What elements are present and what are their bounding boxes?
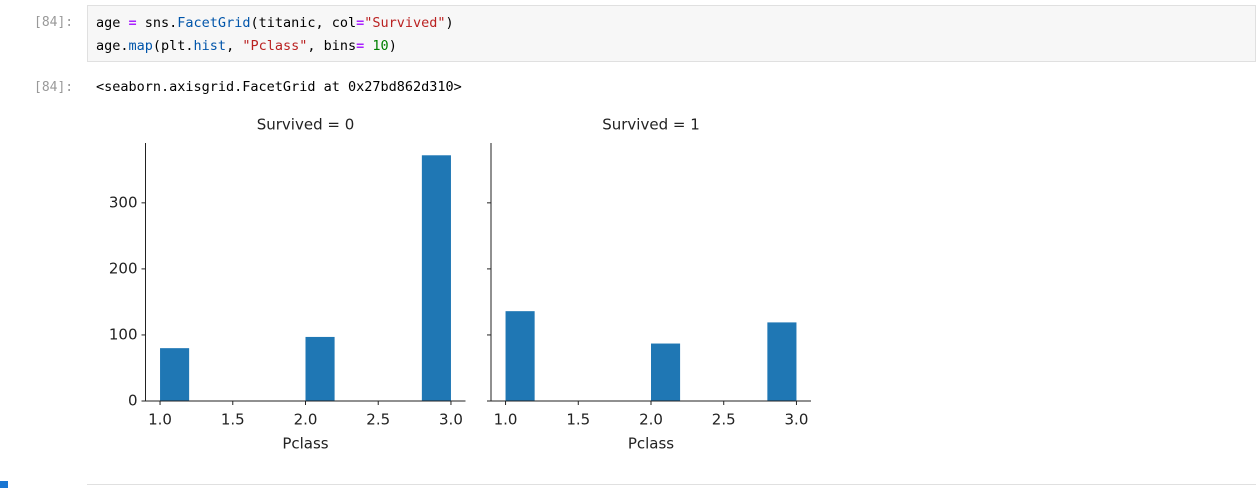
code-token: = — [356, 15, 365, 31]
code-token: ) — [445, 15, 454, 31]
x-tick-label: 2.5 — [366, 411, 390, 429]
code-token: ) — [388, 38, 397, 54]
code-line: age = sns.FacetGrid(titanic, col="Surviv… — [96, 15, 454, 31]
x-tick-label: 3.0 — [439, 411, 463, 429]
x-axis-label: Pclass — [282, 435, 328, 453]
x-tick-label: 1.5 — [566, 411, 590, 429]
code-line: age.map(plt.hist, "Pclass", bins= 10) — [96, 38, 397, 54]
chart-title: Survived = 1 — [602, 116, 700, 134]
code-token: sns. — [136, 15, 178, 31]
bar — [505, 311, 535, 401]
x-tick-label: 2.5 — [712, 411, 736, 429]
bar — [651, 343, 681, 401]
bar — [305, 336, 335, 401]
output-prompt: [84]: — [34, 80, 74, 95]
x-tick-label: 1.0 — [148, 411, 172, 429]
cell-marker — [0, 481, 8, 488]
bar — [160, 348, 190, 401]
chart-title: Survived = 0 — [257, 116, 355, 134]
code-token: "Pclass" — [242, 38, 308, 54]
code-cell[interactable]: age = sns.FacetGrid(titanic, col="Surviv… — [87, 5, 1256, 62]
output-text: <seaborn.axisgrid.FacetGrid at 0x27bd862… — [96, 79, 462, 95]
x-tick-label: 1.0 — [494, 411, 518, 429]
x-tick-label: 2.0 — [294, 411, 318, 429]
code-token: hist — [193, 38, 227, 54]
code-token: = — [128, 15, 137, 31]
y-tick-label: 300 — [109, 193, 138, 211]
code-token: , — [226, 38, 243, 54]
x-tick-label: 3.0 — [785, 411, 809, 429]
x-axis-label: Pclass — [628, 435, 674, 453]
code-token: map — [128, 38, 153, 54]
y-tick-label: 100 — [109, 325, 138, 343]
y-tick-label: 200 — [109, 259, 138, 277]
code-token: 10 — [372, 38, 389, 54]
code-token: , bins — [307, 38, 357, 54]
x-tick-label: 2.0 — [639, 411, 663, 429]
code-token: (titanic, col — [250, 15, 357, 31]
bar — [767, 322, 797, 401]
code-token: age — [96, 15, 129, 31]
code-token: = — [356, 38, 365, 54]
code-token: "Survived" — [364, 15, 446, 31]
code-token: FacetGrid — [177, 15, 251, 31]
x-tick-label: 1.5 — [221, 411, 245, 429]
input-prompt: [84]: — [34, 15, 74, 30]
bar — [421, 155, 451, 401]
y-tick-label: 0 — [128, 392, 138, 410]
code-token: age. — [96, 38, 129, 54]
code-token: (plt. — [152, 38, 194, 54]
